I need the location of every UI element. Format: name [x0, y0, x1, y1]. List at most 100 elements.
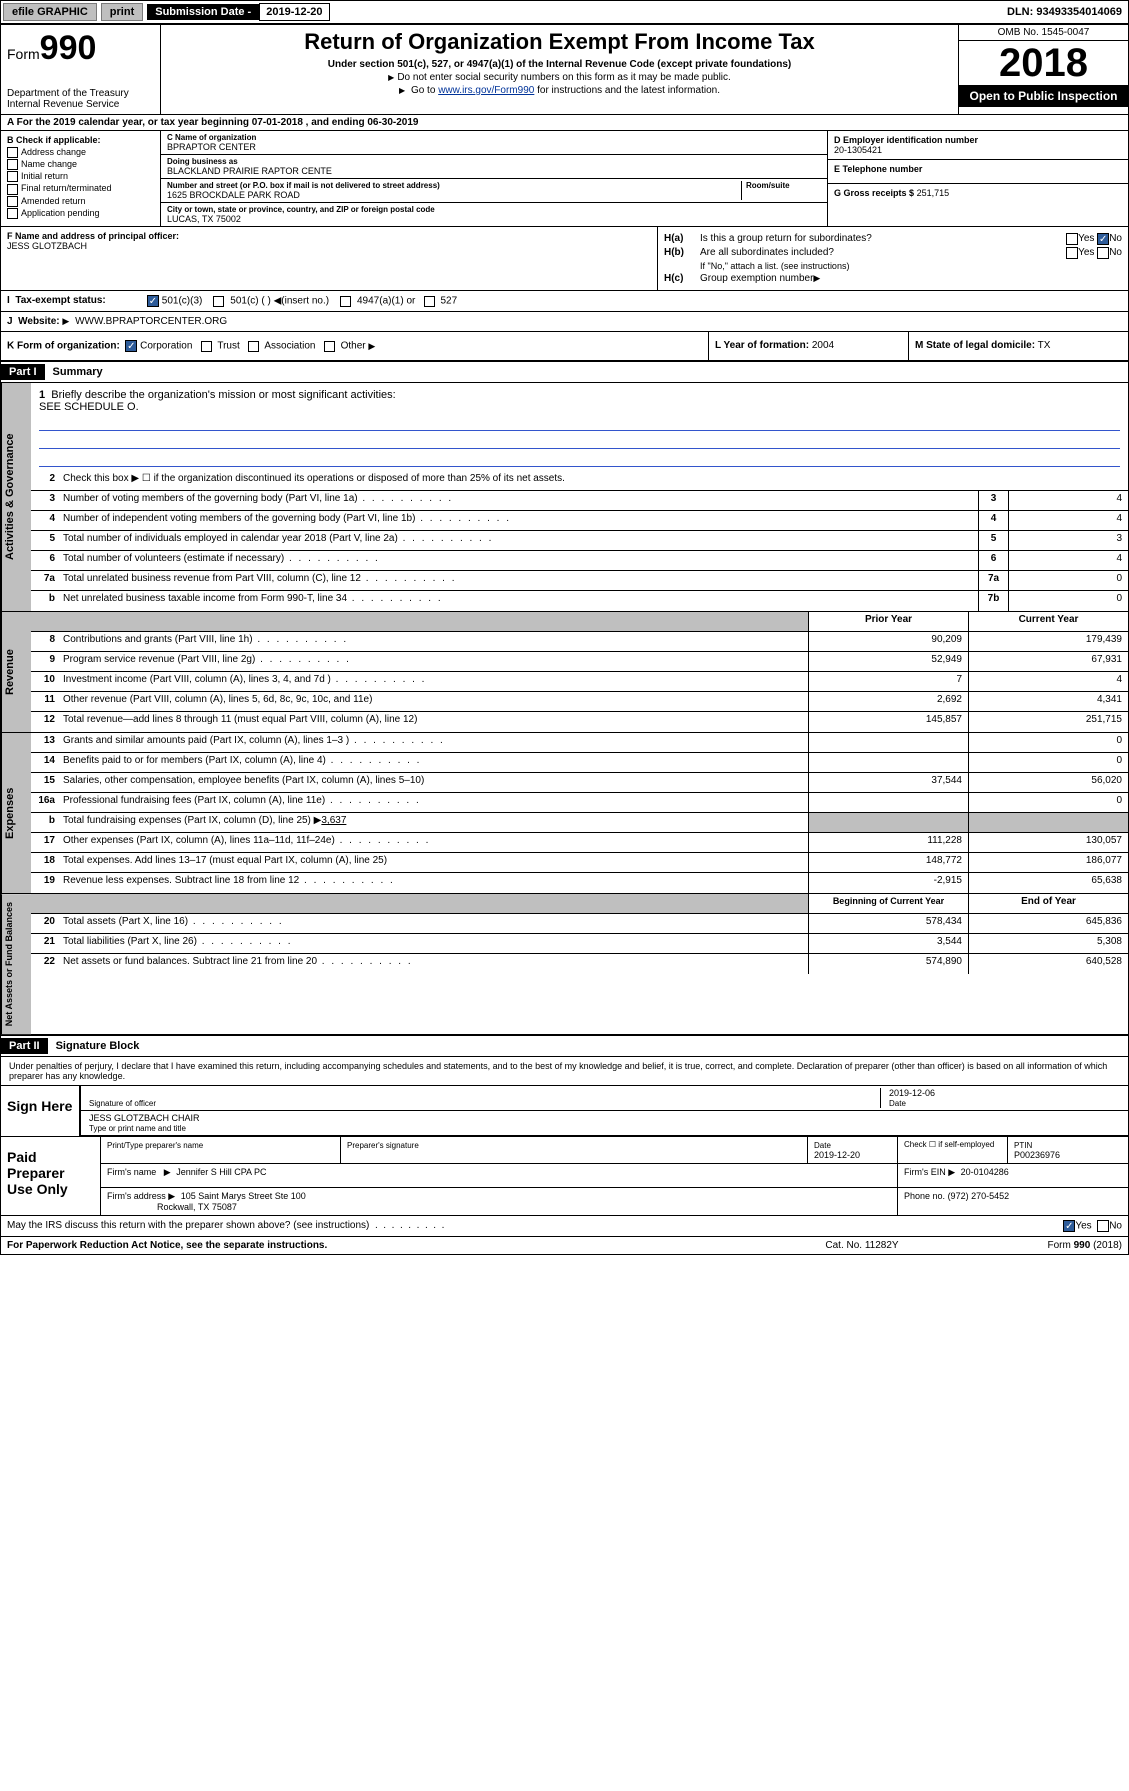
perjury-declaration: Under penalties of perjury, I declare th… [1, 1057, 1128, 1086]
discuss-prompt: May the IRS discuss this return with the… [7, 1220, 1063, 1232]
ssn-note: Do not enter social security numbers on … [171, 72, 948, 83]
curr-10: 4 [968, 672, 1128, 691]
curr-8: 179,439 [968, 632, 1128, 651]
curr-17: 130,057 [968, 833, 1128, 852]
paid-preparer-block: Paid Preparer Use Only Print/Type prepar… [1, 1136, 1128, 1215]
val-6: 4 [1008, 551, 1128, 570]
dln-value: DLN: 93493354014069 [1001, 4, 1128, 20]
mission-text: SEE SCHEDULE O. [39, 401, 1120, 413]
ha-yes[interactable] [1066, 233, 1078, 245]
part2-header: Part IISignature Block [1, 1036, 1128, 1057]
firm-addr1: 105 Saint Marys Street Ste 100 [181, 1191, 306, 1201]
net-assets-section: Net Assets or Fund Balances Beginning of… [1, 894, 1128, 1036]
curr-12: 251,715 [968, 712, 1128, 732]
prior-14 [808, 753, 968, 772]
chk-assoc[interactable] [248, 341, 259, 352]
instructions-link[interactable]: www.irs.gov/Form990 [438, 85, 534, 96]
curr-13: 0 [968, 733, 1128, 752]
ptin: P00236976 [1014, 1150, 1060, 1160]
prior-15: 37,544 [808, 773, 968, 792]
firm-phone: (972) 270-5452 [948, 1191, 1010, 1201]
firm-addr2: Rockwall, TX 75087 [157, 1202, 237, 1212]
tab-net-assets: Net Assets or Fund Balances [1, 894, 31, 1034]
firm-name: Jennifer S Hill CPA PC [176, 1167, 266, 1177]
prior-17: 111,228 [808, 833, 968, 852]
checkbox-amended-return[interactable] [7, 196, 18, 207]
prior-19: -2,915 [808, 873, 968, 893]
chk-4947[interactable] [340, 296, 351, 307]
val-7a: 0 [1008, 571, 1128, 590]
end-20: 645,836 [968, 914, 1128, 933]
dept-label: Department of the Treasury Internal Reve… [7, 88, 154, 110]
ha-no[interactable]: ✓ [1097, 233, 1109, 245]
submission-date-value: 2019-12-20 [259, 3, 329, 21]
officer-print-name: JESS GLOTZBACH CHAIR [89, 1113, 200, 1123]
chk-corp[interactable]: ✓ [125, 340, 137, 352]
submission-date-label: Submission Date - [147, 4, 259, 20]
tax-year: 2018 [959, 41, 1128, 85]
form-header: Form990 Department of the Treasury Inter… [1, 25, 1128, 115]
discuss-yes[interactable]: ✓ [1063, 1220, 1075, 1232]
print-button[interactable]: print [101, 3, 143, 21]
val-7b: 0 [1008, 591, 1128, 611]
street-address: 1625 BROCKDALE PARK ROAD [167, 190, 300, 200]
tax-exempt-label: I Tax-exempt status: [1, 291, 141, 311]
prior-10: 7 [808, 672, 968, 691]
sig-date: 2019-12-06 [889, 1088, 935, 1098]
hb-no[interactable] [1097, 247, 1109, 259]
form-frame: Form990 Department of the Treasury Inter… [0, 24, 1129, 1255]
form-number: Form990 [7, 29, 154, 68]
expenses-section: Expenses 13Grants and similar amounts pa… [1, 733, 1128, 894]
org-name: BPRAPTOR CENTER [167, 142, 256, 152]
open-inspection-label: Open to Public Inspection [959, 85, 1128, 107]
omb-number: OMB No. 1545-0047 [959, 25, 1128, 41]
box-c: C Name of organization BPRAPTOR CENTER D… [161, 131, 828, 226]
end-21: 5,308 [968, 934, 1128, 953]
prior-13 [808, 733, 968, 752]
tab-expenses: Expenses [1, 733, 31, 893]
chk-501c3[interactable]: ✓ [147, 295, 159, 307]
gross-receipts: 251,715 [917, 188, 950, 198]
curr-11: 4,341 [968, 692, 1128, 711]
efile-graphic-label: efile GRAPHIC [3, 3, 97, 21]
tab-revenue: Revenue [1, 612, 31, 732]
val-5: 3 [1008, 531, 1128, 550]
val-4: 4 [1008, 511, 1128, 530]
boxes-deg: D Employer identification number 20-1305… [828, 131, 1128, 226]
prior-11: 2,692 [808, 692, 968, 711]
state-domicile: TX [1038, 340, 1051, 351]
revenue-section: Revenue Prior YearCurrent Year 8Contribu… [1, 612, 1128, 733]
prep-date: 2019-12-20 [814, 1150, 860, 1160]
form-subtitle: Under section 501(c), 527, or 4947(a)(1)… [171, 59, 948, 70]
section-fh: F Name and address of principal officer:… [1, 227, 1128, 291]
curr-15: 56,020 [968, 773, 1128, 792]
prior-9: 52,949 [808, 652, 968, 671]
beg-20: 578,434 [808, 914, 968, 933]
curr-16a: 0 [968, 793, 1128, 812]
chk-trust[interactable] [201, 341, 212, 352]
ein-value: 20-1305421 [834, 145, 882, 155]
beg-21: 3,544 [808, 934, 968, 953]
part1-header: Part ISummary [1, 362, 1128, 383]
officer-name: JESS GLOTZBACH [7, 241, 651, 251]
sign-here-block: Sign Here Signature of officer 2019-12-0… [1, 1086, 1128, 1136]
chk-501c[interactable] [213, 296, 224, 307]
checkbox-final-return[interactable] [7, 184, 18, 195]
box-b: B Check if applicable: Address change Na… [1, 131, 161, 226]
fundraising-exp: 3,637 [321, 815, 346, 826]
prior-8: 90,209 [808, 632, 968, 651]
tab-activities: Activities & Governance [1, 383, 31, 611]
activities-governance: Activities & Governance 1 Briefly descri… [1, 383, 1128, 612]
instructions-note: Go to www.irs.gov/Form990 for instructio… [171, 85, 948, 96]
chk-527[interactable] [424, 296, 435, 307]
checkbox-initial-return[interactable] [7, 171, 18, 182]
discuss-no[interactable] [1097, 1220, 1109, 1232]
checkbox-application-pending[interactable] [7, 208, 18, 219]
curr-9: 67,931 [968, 652, 1128, 671]
website-value: WWW.BPRAPTORCENTER.ORG [75, 316, 227, 327]
beg-22: 574,890 [808, 954, 968, 974]
checkbox-address-change[interactable] [7, 147, 18, 158]
chk-other[interactable] [324, 341, 335, 352]
hb-yes[interactable] [1066, 247, 1078, 259]
checkbox-name-change[interactable] [7, 159, 18, 170]
